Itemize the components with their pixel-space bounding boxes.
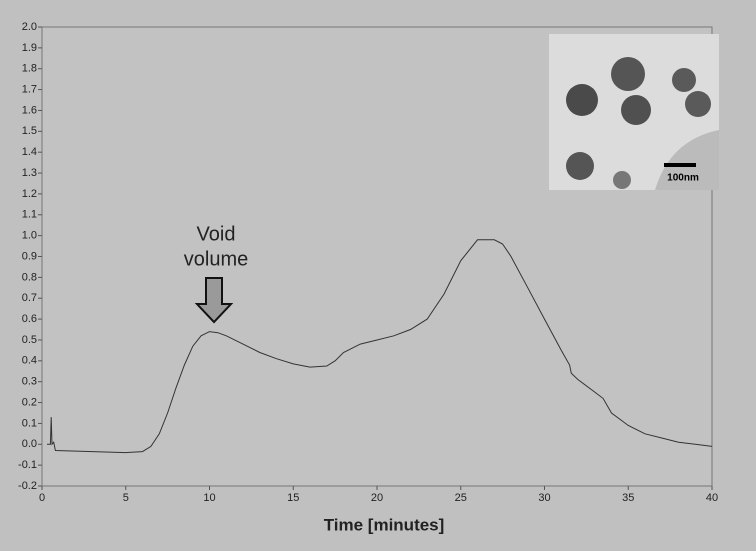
x-tick-label: 0 [39,492,45,504]
annotation: Void [197,223,236,245]
particle [685,91,711,117]
particle [621,95,651,125]
y-tick-label: 0.4 [22,355,37,367]
y-tick-label: 1.2 [22,188,37,200]
scale-label: 100nm [667,173,699,184]
y-tick-label: 1.7 [22,83,37,95]
y-tick-label: 0.5 [22,334,37,346]
x-tick-label: 5 [123,492,129,504]
x-tick-label: 10 [203,492,215,504]
particle [611,57,645,91]
x-axis-label: Time [minutes] [324,515,445,534]
y-tick-label: -0.1 [18,459,37,471]
x-tick-label: 20 [371,492,383,504]
background-blob [655,130,719,190]
y-tick-label: 1.0 [22,230,37,242]
particle [566,152,594,180]
y-tick-label: 1.4 [22,146,37,158]
x-tick-label: 30 [538,492,550,504]
y-tick-label: 0.6 [22,313,37,325]
y-tick-label: 0.8 [22,271,37,283]
scale-bar [664,163,696,167]
x-tick-label: 35 [622,492,634,504]
y-tick-label: 1.5 [22,125,37,137]
y-tick-label: 1.8 [22,63,37,75]
arrow [194,277,234,324]
particle [613,171,631,189]
particle [566,84,598,116]
x-tick-label: 25 [455,492,467,504]
y-tick-label: 0.0 [22,438,37,450]
x-tick-label: 40 [706,492,718,504]
annotation: volume [184,248,248,270]
y-tick-label: 1.9 [22,42,37,54]
x-tick-label: 15 [287,492,299,504]
y-tick-label: 0.2 [22,396,37,408]
y-tick-label: 0.3 [22,376,37,388]
particle [672,68,696,92]
y-tick-label: 1.6 [22,104,37,116]
y-tick-label: 0.9 [22,250,37,262]
data-line [47,239,713,454]
y-tick-label: 2.0 [22,21,37,33]
y-tick-label: -0.2 [18,480,37,492]
y-tick-label: 0.7 [22,292,37,304]
inset-image: 100nm [549,34,719,190]
y-tick-label: 1.1 [22,209,37,221]
y-tick-label: 0.1 [22,417,37,429]
y-tick-label: 1.3 [22,167,37,179]
